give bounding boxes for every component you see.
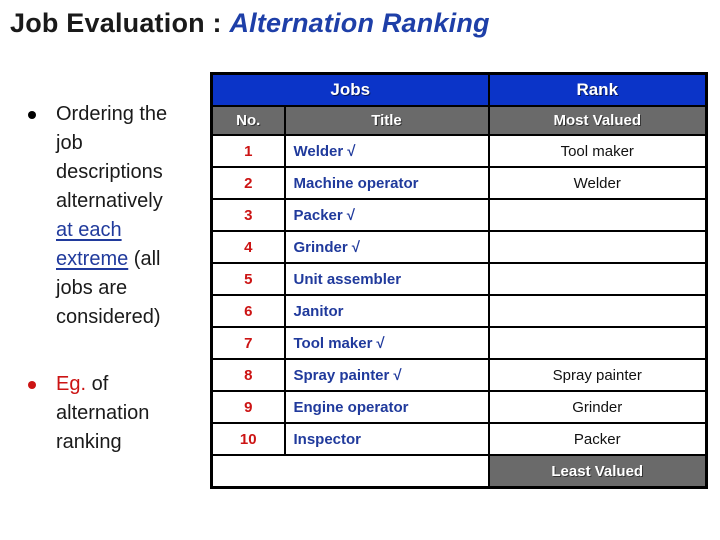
rank-cell: Welder bbox=[487, 166, 708, 200]
table-footer-row: Least Valued bbox=[210, 454, 708, 489]
text-segment: of bbox=[86, 373, 109, 395]
rank-cell bbox=[487, 230, 708, 264]
text-segment: (all bbox=[128, 248, 161, 270]
check-icon: √ bbox=[351, 238, 360, 256]
job-title-text: Inspector bbox=[293, 430, 362, 448]
job-number-cell: 4 bbox=[210, 230, 286, 264]
table-row: 6 Janitor bbox=[210, 294, 708, 328]
check-icon: √ bbox=[376, 334, 385, 352]
job-number-cell: 7 bbox=[210, 326, 286, 360]
subheader-no: No. bbox=[210, 105, 286, 136]
text-segment: job bbox=[56, 132, 83, 154]
header-rank: Rank bbox=[487, 72, 708, 107]
job-title-text: Tool maker bbox=[293, 334, 373, 352]
job-title-cell: Grinder √ bbox=[283, 230, 490, 264]
header-jobs: Jobs bbox=[210, 72, 490, 107]
job-title-text: Engine operator bbox=[293, 398, 409, 416]
table-row: 7 Tool maker √ bbox=[210, 326, 708, 360]
text-segment: jobs are bbox=[56, 277, 128, 299]
text-segment: alternatively bbox=[56, 190, 163, 212]
check-icon: √ bbox=[346, 206, 355, 224]
job-title-cell: Unit assembler bbox=[283, 262, 490, 296]
job-title-text: Unit assembler bbox=[293, 270, 402, 288]
bullet-text: Ordering the job descriptions alternatively… bbox=[56, 100, 167, 332]
subheader-most-valued: Most Valued bbox=[487, 105, 708, 136]
job-title-cell: Welder √ bbox=[283, 134, 490, 168]
job-number-cell: 3 bbox=[210, 198, 286, 232]
rank-cell bbox=[487, 326, 708, 360]
job-title-cell: Inspector bbox=[283, 422, 490, 456]
job-title-text: Janitor bbox=[293, 302, 344, 320]
check-icon: √ bbox=[347, 142, 356, 160]
table-row: 8 Spray painter √ Spray painter bbox=[210, 358, 708, 392]
rank-cell bbox=[487, 198, 708, 232]
footer-least-valued: Least Valued bbox=[487, 454, 708, 489]
table-header-row: Jobs Rank bbox=[210, 72, 708, 107]
job-title-cell: Machine operator bbox=[283, 166, 490, 200]
emphasized-phrase: at each bbox=[56, 219, 122, 241]
job-number-cell: 6 bbox=[210, 294, 286, 328]
job-title-cell: Packer √ bbox=[283, 198, 490, 232]
page-title-prefix: Job Evaluation : bbox=[10, 8, 230, 38]
job-number-cell: 10 bbox=[210, 422, 286, 456]
job-title-text: Packer bbox=[293, 206, 343, 224]
job-number-cell: 1 bbox=[210, 134, 286, 168]
page-title: Job Evaluation : Alternation Ranking bbox=[10, 8, 490, 39]
text-segment: descriptions bbox=[56, 161, 163, 183]
text-segment: considered) bbox=[56, 306, 161, 328]
page-title-highlight: Alternation Ranking bbox=[229, 8, 490, 38]
rank-cell: Packer bbox=[487, 422, 708, 456]
job-title-text: Welder bbox=[293, 142, 344, 160]
table-row: 10 Inspector Packer bbox=[210, 422, 708, 456]
table-row: 1 Welder √ Tool maker bbox=[210, 134, 708, 168]
table-subheader-row: No. Title Most Valued bbox=[210, 105, 708, 136]
rank-cell: Tool maker bbox=[487, 134, 708, 168]
job-number-cell: 8 bbox=[210, 358, 286, 392]
rank-cell bbox=[487, 294, 708, 328]
text-segment: ranking bbox=[56, 431, 122, 453]
rank-cell bbox=[487, 262, 708, 296]
bullet-ordering: Ordering the job descriptions alternatively… bbox=[28, 100, 167, 332]
emphasized-phrase: extreme bbox=[56, 248, 129, 270]
subheader-title: Title bbox=[283, 105, 490, 136]
job-title-text: Spray painter bbox=[293, 366, 390, 384]
job-title-cell: Janitor bbox=[283, 294, 490, 328]
job-number-cell: 5 bbox=[210, 262, 286, 296]
job-title-cell: Tool maker √ bbox=[283, 326, 490, 360]
text-segment: Ordering the bbox=[56, 103, 168, 125]
bullet-text: Eg. of alternation ranking bbox=[56, 370, 149, 457]
table-row: 5 Unit assembler bbox=[210, 262, 708, 296]
job-number-cell: 2 bbox=[210, 166, 286, 200]
table-row: 3 Packer √ bbox=[210, 198, 708, 232]
job-title-text: Grinder bbox=[293, 238, 348, 256]
table-row: 4 Grinder √ bbox=[210, 230, 708, 264]
footer-empty-cell bbox=[210, 454, 490, 489]
red-phrase: Eg. bbox=[56, 373, 87, 395]
text-segment: alternation bbox=[56, 402, 150, 424]
bullet-example: Eg. of alternation ranking bbox=[28, 370, 149, 457]
rank-cell: Grinder bbox=[487, 390, 708, 424]
bullet-dot-icon bbox=[28, 381, 36, 389]
table-row: 2 Machine operator Welder bbox=[210, 166, 708, 200]
job-title-cell: Spray painter √ bbox=[283, 358, 490, 392]
alternation-ranking-table: Jobs Rank No. Title Most Valued 1 Welder √… bbox=[210, 72, 708, 489]
table-row: 9 Engine operator Grinder bbox=[210, 390, 708, 424]
rank-cell: Spray painter bbox=[487, 358, 708, 392]
job-number-cell: 9 bbox=[210, 390, 286, 424]
check-icon: √ bbox=[393, 366, 402, 384]
job-title-cell: Engine operator bbox=[283, 390, 490, 424]
job-title-text: Machine operator bbox=[293, 174, 419, 192]
bullet-dot-icon bbox=[28, 111, 36, 119]
